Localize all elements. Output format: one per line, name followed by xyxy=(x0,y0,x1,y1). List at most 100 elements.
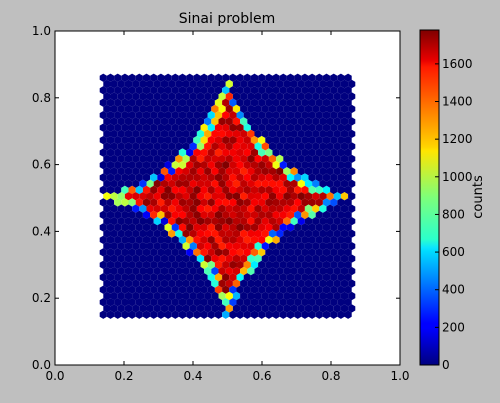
hexbin-cell xyxy=(258,285,266,294)
hexbin-cell xyxy=(132,279,140,288)
hexbin-cell xyxy=(225,154,233,163)
hexbin-cell xyxy=(272,298,280,307)
hexbin-cell xyxy=(301,73,309,82)
hexbin-cell xyxy=(247,104,255,114)
hexbin-cell xyxy=(308,285,316,294)
hexbin-cell xyxy=(258,235,266,244)
hexbin-cell xyxy=(265,273,273,282)
hexbin-cell xyxy=(99,273,107,282)
hexbin-cell xyxy=(186,210,194,220)
hexbin-cell xyxy=(124,254,133,263)
hexbin-cell xyxy=(232,167,241,176)
hexbin-cell xyxy=(344,298,352,307)
hexbin-cell xyxy=(348,291,356,301)
hexbin-cell xyxy=(240,79,248,89)
hexbin-cell xyxy=(164,260,172,269)
hexbin-cell xyxy=(286,111,295,120)
y-tick-label: 0.8 xyxy=(32,91,51,105)
hexbin-cell xyxy=(160,142,169,151)
hexbin-cell xyxy=(132,154,140,163)
hexbin-cell xyxy=(175,154,183,163)
hexbin-cell xyxy=(157,285,165,294)
hexbin-cell xyxy=(153,154,161,163)
hexbin-cell xyxy=(322,148,331,157)
hexbin-cell xyxy=(218,142,226,151)
hexbin-cell xyxy=(146,92,154,101)
hexbin-cell xyxy=(232,291,241,301)
hexbin-cell xyxy=(333,142,341,151)
hexbin-cell xyxy=(214,98,223,107)
hexbin-cell xyxy=(225,104,233,114)
hexbin-cell xyxy=(236,223,244,232)
hexbin-cell xyxy=(344,123,352,132)
hexbin-cell xyxy=(128,223,136,232)
hexbin-cell xyxy=(258,160,266,170)
hexbin-cell xyxy=(330,123,338,132)
hexbin-cell xyxy=(117,167,125,176)
hexbin-cell xyxy=(232,266,241,276)
hexbin-cell xyxy=(326,192,334,201)
hexbin-cell xyxy=(124,291,133,301)
hexbin-cell xyxy=(222,223,230,232)
hexbin-cell xyxy=(254,217,262,226)
hexbin-cell xyxy=(243,111,251,120)
hexbin-cell xyxy=(124,117,133,126)
hexbin-cell xyxy=(279,235,287,244)
hexbin-cell xyxy=(200,136,208,145)
hexbin-cell xyxy=(99,111,107,120)
hexbin-cell xyxy=(315,210,323,220)
hexbin-cell xyxy=(99,198,107,207)
hexbin-cell xyxy=(283,279,291,288)
hexbin-cell xyxy=(225,204,233,213)
hexbin-cell xyxy=(330,73,338,82)
hexbin-cell xyxy=(214,148,223,157)
hexbin-cell xyxy=(348,167,356,176)
hexbin-cell xyxy=(247,92,255,101)
hexbin-cell xyxy=(189,142,197,151)
hexbin-cell xyxy=(182,154,190,163)
hexbin-cell xyxy=(175,129,183,138)
hexbin-cell xyxy=(135,73,143,82)
hexbin-cell xyxy=(171,185,179,195)
hexbin-cell xyxy=(196,129,205,138)
hexbin-cell xyxy=(279,86,287,95)
hexbin-cell xyxy=(110,204,118,213)
hexbin-cell xyxy=(308,86,316,95)
hexbin-cell xyxy=(178,73,187,82)
hexbin-cell xyxy=(142,273,151,282)
hexbin-cell xyxy=(279,136,287,145)
hexbin-cell xyxy=(322,273,331,282)
hexbin-cell xyxy=(146,104,154,114)
hexbin-cell xyxy=(250,260,259,269)
hexbin-cell xyxy=(229,136,237,145)
hexbin-cell xyxy=(142,223,151,232)
colorbar-tick-label: 600 xyxy=(442,245,465,259)
hexbin-cell xyxy=(258,210,266,220)
hexbin-cell xyxy=(207,148,215,157)
hexbin-cell xyxy=(250,98,259,107)
hexbin-cell xyxy=(315,136,323,145)
hexbin-cell xyxy=(200,298,208,307)
hexbin-cell xyxy=(250,123,259,132)
hexbin-cell xyxy=(103,79,111,89)
hexbin-cell xyxy=(193,185,201,195)
hexbin-cell xyxy=(200,310,208,319)
hexbin-cell xyxy=(247,279,255,288)
hexbin-cell xyxy=(279,98,287,107)
hexbin-cell xyxy=(297,254,305,263)
hexbin-cell xyxy=(225,304,233,313)
hexbin-cell xyxy=(243,98,251,107)
hexbin-cell xyxy=(344,111,352,120)
hexbin-cell xyxy=(196,142,205,151)
hexbin-cell xyxy=(236,260,244,269)
hexbin-cell xyxy=(312,229,320,238)
hexbin-cell xyxy=(132,242,140,251)
hexbin-cell xyxy=(207,98,215,107)
hexbin-layer xyxy=(99,73,356,319)
hexbin-cell xyxy=(344,185,352,195)
hexbin-cell xyxy=(164,173,172,182)
hexbin-cell xyxy=(344,73,352,82)
hexbin-cell xyxy=(114,148,122,157)
hexbin-cell xyxy=(337,198,345,207)
